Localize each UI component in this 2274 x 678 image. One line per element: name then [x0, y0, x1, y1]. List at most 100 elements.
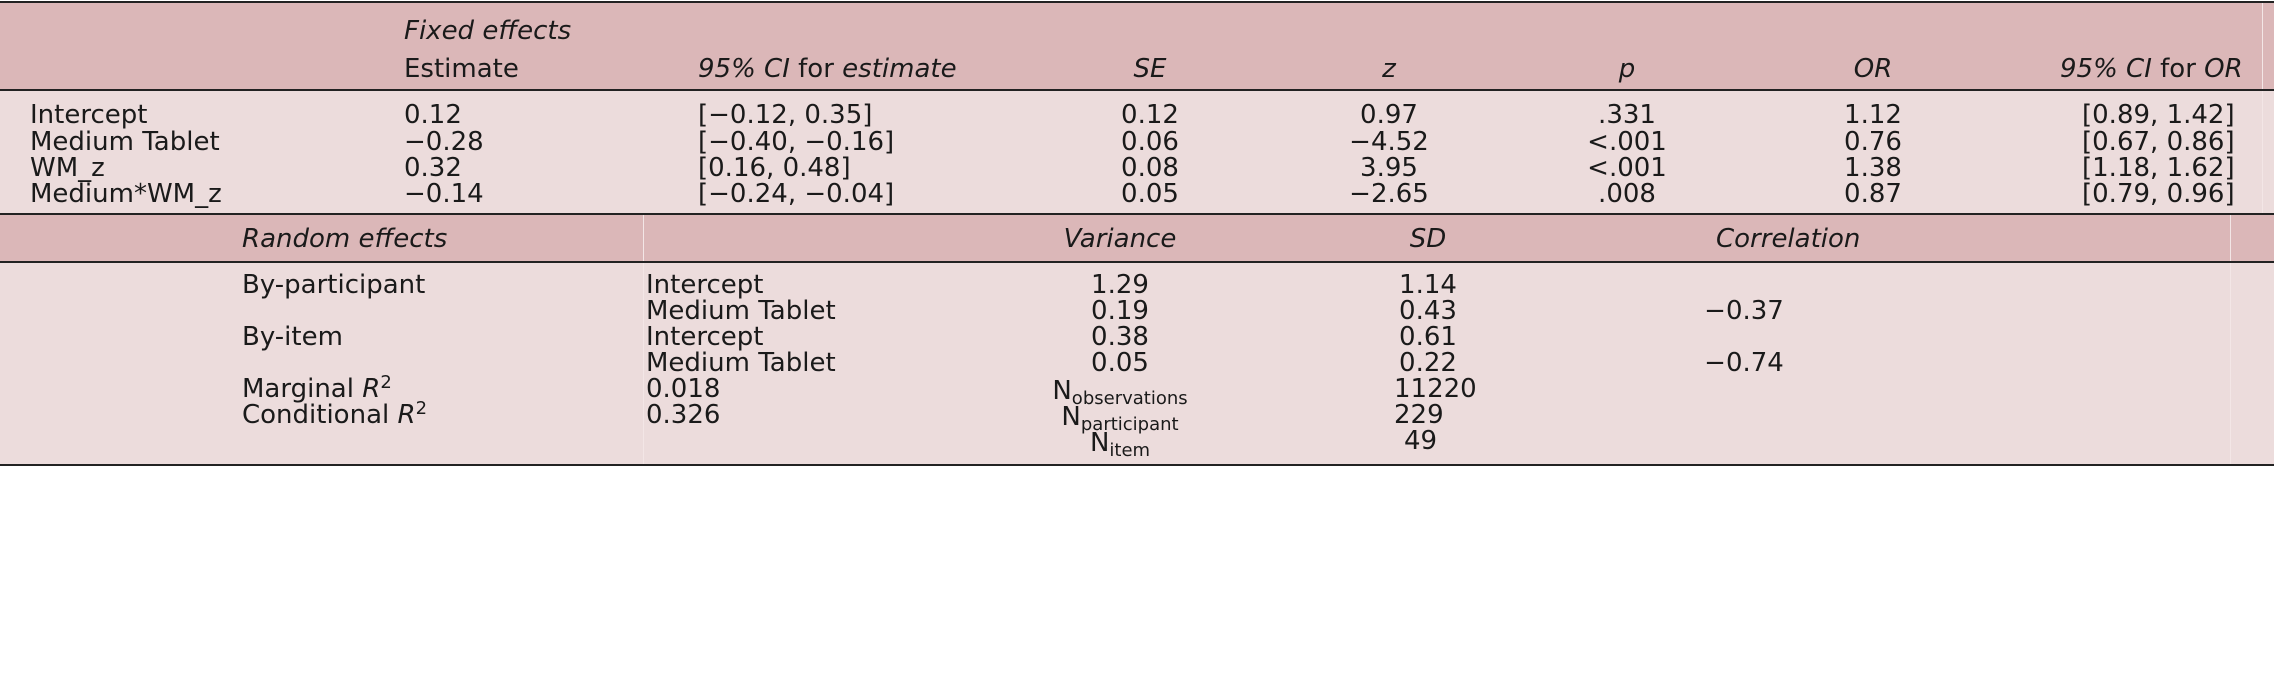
fixed-ci-or: [0.89, 1.42]	[2082, 100, 2235, 130]
fixed-ci-or: [0.67, 0.86]	[2082, 127, 2235, 157]
fixed-estimate: 0.32	[404, 153, 462, 183]
fixed-p: <.001	[1587, 127, 1667, 157]
marginal-r2-label: Marginal R2	[242, 372, 392, 407]
n-participant-sub: participant	[1080, 414, 1179, 435]
random-header-band	[0, 215, 2274, 261]
marginal-r2-value: 0.018	[646, 374, 721, 404]
header-ci-or-label: 95% CI	[2060, 54, 2152, 84]
random-variance: 0.19	[1091, 296, 1149, 326]
fixed-p: .331	[1598, 100, 1656, 130]
fixed-header-rule	[0, 89, 2274, 91]
column-divider	[2262, 3, 2263, 213]
random-header-rule	[0, 261, 2274, 263]
header-sd: SD	[1409, 224, 1447, 254]
n-observations-sub: observations	[1071, 388, 1188, 409]
random-variance: 1.29	[1091, 270, 1149, 300]
random-term: Intercept	[646, 322, 764, 352]
header-or: OR	[1853, 54, 1893, 84]
n-item-label: Nitem	[1090, 428, 1150, 461]
fixed-ci: [−0.12, 0.35]	[698, 100, 873, 130]
column-divider	[2230, 215, 2231, 464]
fixed-estimate: 0.12	[404, 100, 462, 130]
fixed-or: 1.12	[1844, 100, 1902, 130]
top-rule	[0, 1, 2274, 3]
n-letter: N	[1061, 402, 1081, 432]
conditional-label: Conditional	[242, 400, 398, 430]
fixed-z: −4.52	[1349, 127, 1429, 157]
fixed-ci: [−0.40, −0.16]	[698, 127, 895, 157]
squared-symbol: 2	[415, 398, 428, 419]
fixed-se: 0.12	[1121, 100, 1179, 130]
random-sd: 0.43	[1399, 296, 1457, 326]
fixed-z: −2.65	[1349, 179, 1429, 209]
fixed-header-band	[0, 3, 2274, 89]
fixed-ci-or: [1.18, 1.62]	[2082, 153, 2235, 183]
random-term: Medium Tablet	[646, 296, 836, 326]
fixed-or: 1.38	[1844, 153, 1902, 183]
fixed-term: Medium*WM_z	[30, 179, 222, 209]
random-variance: 0.38	[1091, 322, 1149, 352]
random-group: By-item	[242, 322, 343, 352]
header-estimate: Estimate	[404, 54, 519, 84]
random-term: Medium Tablet	[646, 348, 836, 378]
section-rule	[0, 213, 2274, 215]
random-effects-title: Random effects	[242, 224, 448, 254]
fixed-ci: [0.16, 0.48]	[698, 153, 851, 183]
fixed-or: 0.76	[1844, 127, 1902, 157]
n-observations-value: 11220	[1394, 374, 1477, 404]
header-ci-or-for: for	[2151, 54, 2205, 84]
fixed-effects-title: Fixed effects	[404, 16, 572, 46]
squared-symbol: 2	[380, 372, 392, 393]
fixed-term: Intercept	[30, 100, 148, 130]
n-item-sub: item	[1109, 440, 1151, 461]
random-group: By-participant	[242, 270, 426, 300]
header-ci-label: 95% CI	[698, 54, 790, 84]
header-correlation: Correlation	[1716, 224, 1861, 254]
fixed-term: WM_z	[30, 153, 105, 183]
n-letter: N	[1089, 428, 1110, 458]
fixed-z: 0.97	[1360, 100, 1418, 130]
r-symbol: R	[362, 374, 381, 404]
random-sd: 0.22	[1399, 348, 1457, 378]
n-observations-label: Nobservations	[1052, 376, 1187, 409]
fixed-se: 0.08	[1121, 153, 1179, 183]
fixed-ci-or: [0.79, 0.96]	[2082, 179, 2235, 209]
fixed-ci: [−0.24, −0.04]	[698, 179, 895, 209]
fixed-p: .008	[1598, 179, 1656, 209]
header-z: z	[1382, 54, 1396, 84]
n-letter: N	[1052, 376, 1072, 406]
header-ci-estimate: 95% CI for estimate	[698, 54, 957, 84]
random-term: Intercept	[646, 270, 764, 300]
conditional-r2-label: Conditional R2	[242, 398, 428, 433]
bottom-rule	[0, 464, 2274, 466]
header-variance: Variance	[1063, 224, 1177, 254]
fixed-z: 3.95	[1360, 153, 1418, 183]
header-ci-or: 95% CI for OR	[2060, 54, 2243, 84]
header-ci-estimate-word: estimate	[842, 54, 957, 84]
column-divider	[643, 215, 644, 464]
header-p: p	[1618, 54, 1636, 84]
marginal-label: Marginal	[242, 374, 363, 404]
fixed-se: 0.06	[1121, 127, 1179, 157]
header-se: SE	[1133, 54, 1167, 84]
random-sd: 1.14	[1399, 270, 1457, 300]
n-participant-value: 229	[1394, 400, 1444, 430]
fixed-or: 0.87	[1844, 179, 1902, 209]
fixed-p: <.001	[1587, 153, 1667, 183]
n-participant-label: Nparticipant	[1061, 402, 1178, 435]
random-sd: 0.61	[1399, 322, 1457, 352]
fixed-estimate: −0.14	[404, 179, 484, 209]
fixed-estimate: −0.28	[404, 127, 484, 157]
fixed-se: 0.05	[1121, 179, 1179, 209]
conditional-r2-value: 0.326	[646, 400, 721, 430]
random-variance: 0.05	[1091, 348, 1149, 378]
random-corr: −0.74	[1704, 348, 1784, 378]
r-symbol: R	[397, 400, 416, 430]
random-corr: −0.37	[1704, 296, 1784, 326]
fixed-term: Medium Tablet	[30, 127, 220, 157]
header-ci-for: for	[789, 54, 843, 84]
header-ci-or-word: OR	[2204, 54, 2243, 84]
random-body-band	[0, 263, 2274, 464]
n-item-value: 49	[1404, 426, 1438, 456]
fixed-body-band	[0, 91, 2274, 213]
